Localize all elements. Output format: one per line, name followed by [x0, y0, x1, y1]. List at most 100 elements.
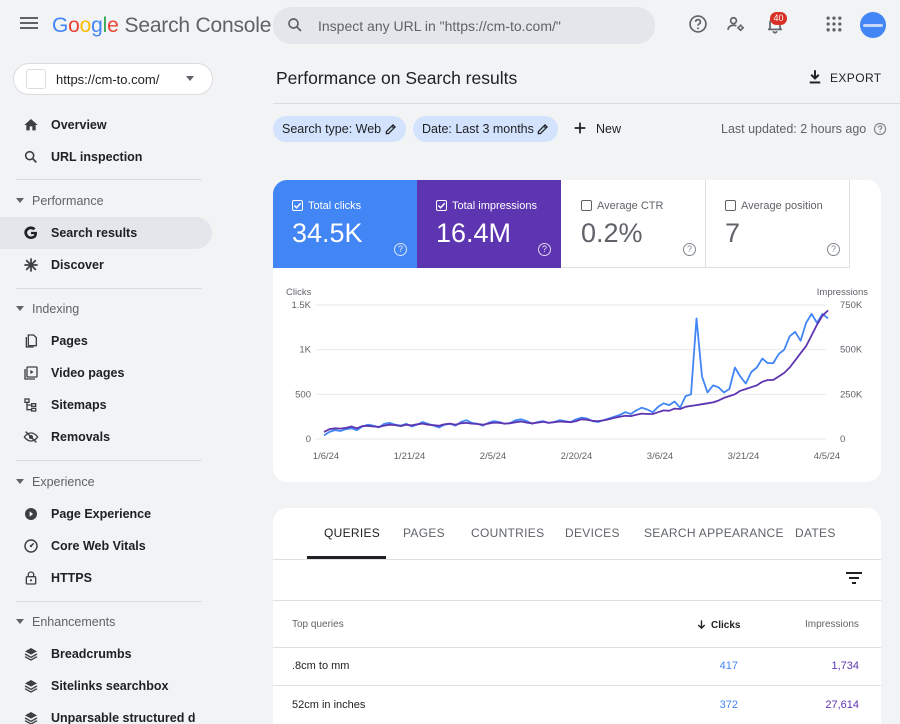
video-pages-icon [24, 366, 38, 380]
hamburger-menu-icon[interactable] [18, 14, 40, 36]
lock-icon [25, 571, 37, 585]
search-icon [24, 150, 37, 163]
collapse-triangle-icon [16, 619, 24, 624]
checkbox-checked-icon[interactable] [436, 200, 447, 211]
search-input[interactable] [318, 7, 638, 44]
sidebar-item-sitelinks-searchbox[interactable]: Sitelinks searchbox [0, 670, 212, 702]
y-tick-label-right: 250K [840, 389, 863, 400]
logo-letter: o [68, 14, 80, 37]
sidebar-item-page-experience[interactable]: Page Experience [0, 498, 212, 530]
sidebar-item-video-pages[interactable]: Video pages [0, 357, 212, 389]
metric-average-ctr[interactable]: Average CTR 0.2% ? [562, 180, 706, 268]
metric-total-clicks[interactable]: Total clicks 34.5K ? [273, 180, 417, 268]
sidebar-item-removals[interactable]: Removals [0, 421, 212, 453]
sidebar-item-label: Search results [51, 226, 138, 240]
checkbox-unchecked-icon[interactable] [725, 200, 736, 211]
property-selector[interactable]: https://cm-to.com/ [13, 63, 213, 95]
filter-chip-label: Date: Last 3 months [422, 122, 534, 136]
help-icon[interactable] [873, 122, 887, 136]
filter-chip-search-type[interactable]: Search type: Web [273, 116, 406, 142]
logo-letter: o [79, 14, 92, 37]
performance-table-card: QUERIES PAGES COUNTRIES DEVICES SEARCH A… [273, 508, 881, 724]
metric-label: Total clicks [308, 200, 362, 212]
tab-devices[interactable]: DEVICES [565, 526, 620, 540]
sort-arrow-down-icon [697, 620, 706, 630]
account-avatar[interactable] [860, 12, 886, 38]
performance-line-chart[interactable]: Clicks Impressions 1.5K 750K 1K 500K 500 250K 0 0… [273, 275, 881, 475]
tab-dates[interactable]: DATES [795, 526, 836, 540]
sidebar-item-label: Discover [51, 258, 104, 272]
help-icon[interactable]: ? [683, 243, 696, 256]
column-header-query[interactable]: Top queries [292, 619, 344, 630]
sidebar-item-search-results[interactable]: Search results [0, 217, 212, 249]
x-tick-label: 1/21/24 [394, 451, 426, 462]
table-row[interactable]: .8cm to mm 417 1,734 [273, 647, 881, 685]
metric-total-impressions[interactable]: Total impressions 16.4M ? [417, 180, 561, 268]
last-updated-text: Last updated: 2 hours ago [721, 122, 887, 136]
search-console-logo[interactable]: Google Search Console [52, 14, 271, 38]
sidebar-section-indexing[interactable]: Indexing [0, 295, 212, 323]
sidebar-item-https[interactable]: HTTPS [0, 562, 212, 594]
y-tick-label-left: 0 [306, 434, 311, 445]
impressions-cell: 27,614 [825, 699, 859, 711]
metric-average-position[interactable]: Average position 7 ? [706, 180, 850, 268]
search-icon [288, 18, 302, 32]
sidebar-item-core-web-vitals[interactable]: Core Web Vitals [0, 530, 212, 562]
layers-icon [24, 680, 38, 693]
sidebar-item-url-inspection[interactable]: URL inspection [0, 141, 212, 173]
y-tick-label-left: 1.5K [291, 300, 311, 311]
url-inspection-search[interactable] [273, 7, 655, 44]
chevron-down-icon [186, 76, 194, 81]
table-divider [273, 600, 881, 601]
tab-queries[interactable]: QUERIES [324, 526, 381, 540]
sidebar-item-label: Core Web Vitals [51, 539, 146, 553]
sidebar-item-discover[interactable]: Discover [0, 249, 212, 281]
active-tab-indicator [307, 556, 386, 559]
y-tick-label-right: 0 [840, 434, 845, 445]
tab-countries[interactable]: COUNTRIES [471, 526, 545, 540]
collapse-triangle-icon [16, 479, 24, 484]
x-tick-label: 3/6/24 [647, 451, 673, 462]
table-divider [273, 685, 881, 686]
sidebar-item-unparsable-structured-data[interactable]: Unparsable structured data [0, 702, 195, 724]
sidebar-section-performance[interactable]: Performance [0, 187, 212, 215]
filter-rows-icon[interactable] [845, 570, 863, 586]
tab-search-appearance[interactable]: SEARCH APPEARANCE [644, 526, 784, 540]
column-header-clicks[interactable]: Clicks [696, 619, 740, 631]
new-filter-button[interactable]: New [570, 118, 624, 140]
sidebar-item-sitemaps[interactable]: Sitemaps [0, 389, 212, 421]
sidebar-item-overview[interactable]: Overview [0, 109, 212, 141]
checkbox-unchecked-icon[interactable] [581, 200, 592, 211]
apps-grid-icon[interactable] [824, 14, 846, 36]
metric-value: 34.5K [292, 218, 363, 248]
sidebar-section-label: Experience [32, 475, 95, 489]
sidebar-item-label: Overview [51, 118, 107, 132]
help-icon[interactable]: ? [538, 243, 551, 256]
property-url: https://cm-to.com/ [56, 72, 160, 87]
clicks-cell: 417 [719, 660, 738, 672]
filter-chip-date[interactable]: Date: Last 3 months [413, 116, 558, 142]
series-line-impressions [323, 309, 829, 433]
help-icon[interactable] [688, 14, 710, 36]
help-icon[interactable]: ? [394, 243, 407, 256]
sidebar-section-experience[interactable]: Experience [0, 468, 212, 496]
layers-icon [24, 712, 38, 724]
last-updated-label: Last updated: 2 hours ago [721, 122, 867, 136]
column-header-impressions[interactable]: Impressions [805, 619, 859, 630]
table-row[interactable]: 52cm in inches 372 27,614 [273, 685, 881, 723]
checkbox-checked-icon[interactable] [292, 200, 303, 211]
tab-pages[interactable]: PAGES [403, 526, 445, 540]
property-favicon [26, 69, 46, 89]
sidebar-section-enhancements[interactable]: Enhancements [0, 608, 212, 636]
sidebar-item-label: Removals [51, 430, 111, 444]
help-icon[interactable]: ? [827, 243, 840, 256]
home-icon [24, 119, 38, 131]
logo-letter: l [102, 14, 108, 37]
table-divider [273, 559, 881, 560]
sidebar-item-label: Unparsable structured data [51, 711, 195, 724]
sidebar-item-breadcrumbs[interactable]: Breadcrumbs [0, 638, 212, 670]
user-settings-icon[interactable] [726, 14, 748, 36]
sidebar-item-pages[interactable]: Pages [0, 325, 212, 357]
query-cell: .8cm to mm [292, 660, 350, 672]
